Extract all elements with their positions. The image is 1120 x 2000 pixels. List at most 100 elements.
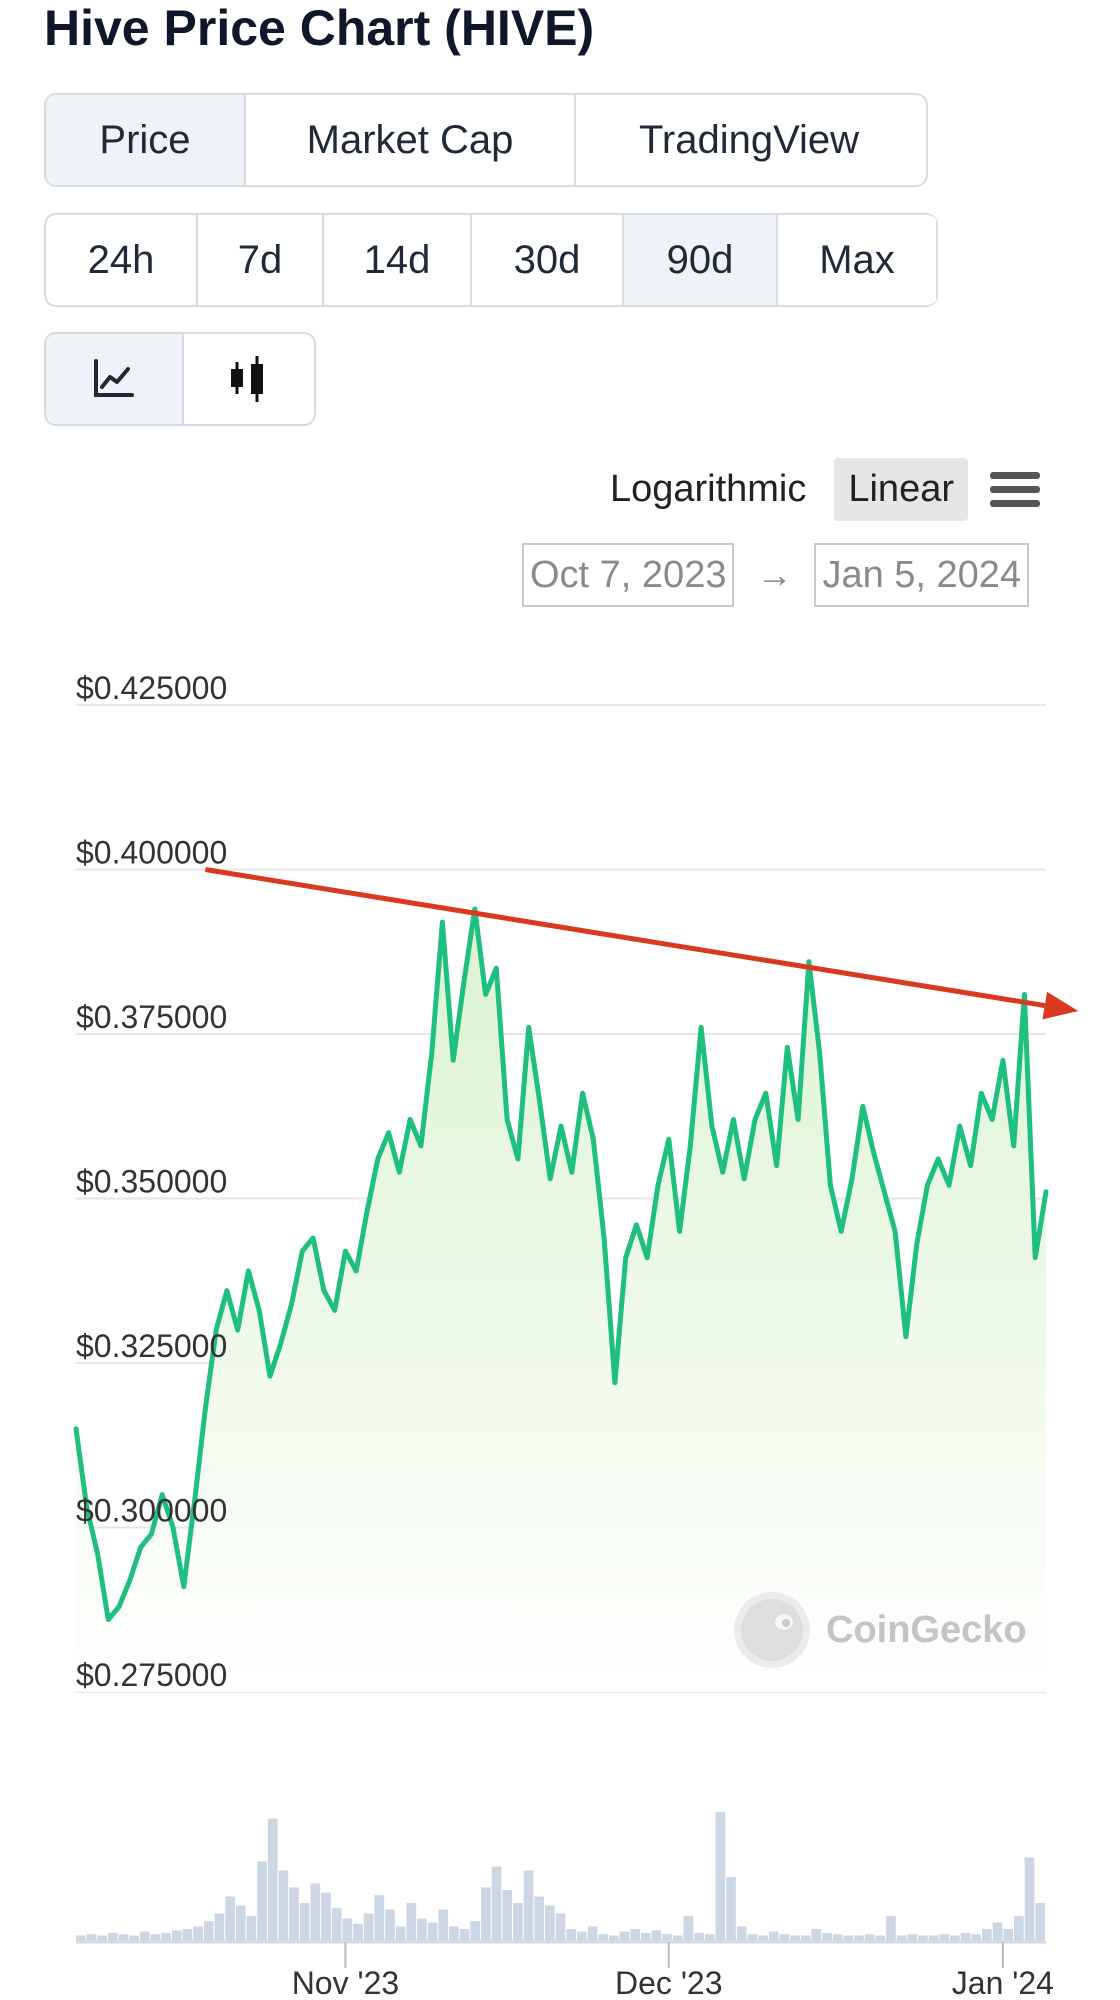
volume-bar xyxy=(353,1923,363,1942)
volume-bar xyxy=(118,1934,129,1942)
volume-bar xyxy=(640,1932,651,1942)
volume-bar xyxy=(768,1931,779,1942)
range-90d[interactable]: 90d xyxy=(624,215,778,305)
volume-bar xyxy=(481,1887,491,1942)
volume-bar xyxy=(225,1896,235,1942)
y-tick-label: $0.350000 xyxy=(76,1164,227,1200)
volume-bar xyxy=(97,1935,107,1942)
volume-bar xyxy=(736,1926,747,1942)
volume-bar xyxy=(299,1903,310,1942)
menu-icon[interactable] xyxy=(990,472,1040,507)
volume-bar xyxy=(438,1909,449,1942)
volume-bar xyxy=(683,1916,694,1942)
scale-controls: Logarithmic Linear xyxy=(596,458,1040,521)
candlestick-icon xyxy=(231,356,263,402)
volume-bar xyxy=(491,1866,502,1942)
volume-bar xyxy=(459,1929,470,1942)
volume-bar xyxy=(449,1926,459,1942)
volume-bar xyxy=(385,1909,395,1942)
volume-bar xyxy=(950,1935,960,1942)
volume-bar xyxy=(257,1861,267,1942)
volume-bar xyxy=(907,1934,918,1942)
volume-bar xyxy=(608,1935,619,1942)
date-from-input[interactable]: Oct 7, 2023 xyxy=(522,543,735,607)
volume-bar xyxy=(267,1818,278,1942)
volume-bar xyxy=(139,1931,150,1942)
logarithmic-toggle[interactable]: Logarithmic xyxy=(609,468,807,510)
volume-bar xyxy=(747,1934,758,1942)
volume-bar xyxy=(331,1908,342,1942)
watermark-text: CoinGecko xyxy=(826,1609,1027,1651)
volume-bar xyxy=(864,1934,875,1942)
volume-bar xyxy=(182,1929,193,1942)
volume-bar xyxy=(854,1935,864,1942)
y-tick-label: $0.300000 xyxy=(76,1493,227,1529)
x-tick-label: Jan '24 xyxy=(952,1965,1054,2000)
volume-bar xyxy=(566,1929,576,1942)
price-line xyxy=(73,906,1049,1623)
volume-bar xyxy=(193,1926,203,1942)
volume-bar xyxy=(1014,1916,1024,1942)
volume-bar xyxy=(939,1934,950,1942)
candlestick-button[interactable] xyxy=(184,334,310,424)
tab-market-cap[interactable]: Market Cap xyxy=(246,95,576,185)
linear-toggle[interactable]: Linear xyxy=(834,458,968,521)
tab-tradingview[interactable]: TradingView xyxy=(638,117,860,162)
volume-bar xyxy=(555,1913,566,1942)
volume-bar xyxy=(513,1903,523,1942)
range-max[interactable]: Max xyxy=(778,215,938,305)
range-30d[interactable]: 30d xyxy=(472,215,624,305)
volume-bar xyxy=(896,1935,907,1942)
volume-bar xyxy=(107,1932,118,1942)
volume-bar xyxy=(161,1932,171,1942)
chart-tabs: Price Market Cap TradingView xyxy=(44,93,928,187)
volume-bar xyxy=(982,1929,992,1942)
range-7d[interactable]: 7d xyxy=(198,215,324,305)
volume-bar xyxy=(886,1916,896,1942)
volume-bar xyxy=(523,1870,534,1942)
volume-bar xyxy=(406,1903,417,1942)
volume-bar xyxy=(534,1896,545,1942)
line-chart-button[interactable] xyxy=(46,334,184,424)
time-range-selector: 24h 7d 14d 30d 90d Max xyxy=(44,213,938,307)
volume-bar xyxy=(417,1918,427,1942)
trend-line xyxy=(204,867,1046,1008)
y-tick-label: $0.325000 xyxy=(76,1328,227,1364)
volume-bar xyxy=(918,1935,928,1942)
x-tick-label: Nov '23 xyxy=(292,1965,400,2000)
volume-bar xyxy=(310,1883,321,1942)
volume-bar xyxy=(960,1932,971,1942)
volume-bar xyxy=(694,1932,704,1942)
date-range: Oct 7, 2023 → Jan 5, 2024 xyxy=(522,543,1030,607)
volume-bar xyxy=(214,1913,225,1942)
volume-bar xyxy=(832,1934,843,1942)
volume-bar xyxy=(662,1934,672,1942)
volume-bar xyxy=(811,1929,822,1942)
volume-bar xyxy=(704,1934,715,1942)
range-14d[interactable]: 14d xyxy=(324,215,472,305)
tab-price[interactable]: Price xyxy=(46,95,246,185)
volume-bar xyxy=(278,1870,289,1942)
date-to-input[interactable]: Jan 5, 2024 xyxy=(814,543,1030,607)
range-24h[interactable]: 24h xyxy=(46,215,198,305)
volume-bar xyxy=(395,1926,406,1942)
volume-bar xyxy=(598,1934,608,1942)
volume-bar xyxy=(427,1922,438,1942)
price-area xyxy=(76,909,1046,1692)
y-tick-label: $0.425000 xyxy=(76,670,227,706)
coingecko-watermark: CoinGecko xyxy=(734,1592,1027,1668)
volume-bar xyxy=(576,1931,587,1942)
volume-bar xyxy=(203,1921,214,1942)
volume-bar xyxy=(992,1922,1003,1942)
volume-bar xyxy=(1024,1857,1035,1942)
volume-bar xyxy=(289,1887,299,1942)
volume-bar xyxy=(715,1812,726,1942)
volume-bar xyxy=(129,1935,139,1942)
volume-bar xyxy=(545,1905,555,1942)
volume-bar xyxy=(672,1935,683,1942)
volume-bar xyxy=(758,1935,768,1942)
volume-bar xyxy=(246,1916,257,1942)
volume-bar xyxy=(971,1934,982,1942)
y-tick-label: $0.400000 xyxy=(76,835,227,871)
